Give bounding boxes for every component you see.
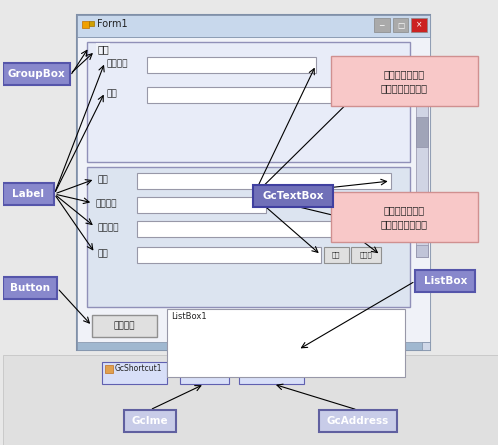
Bar	[374, 18, 389, 32]
Text: 郵便番号: 郵便番号	[95, 199, 117, 208]
Text: Form1: Form1	[97, 19, 127, 29]
Bar	[240, 362, 304, 384]
Text: ListBox1: ListBox1	[171, 312, 206, 321]
Bar	[253, 185, 333, 207]
Bar	[2, 355, 498, 445]
Bar	[137, 173, 390, 189]
Text: Label: Label	[12, 189, 44, 199]
Text: 名前: 名前	[97, 44, 109, 54]
Bar	[87, 42, 410, 162]
Bar	[331, 192, 478, 242]
Bar	[416, 87, 428, 99]
Bar	[324, 247, 349, 263]
Bar	[124, 410, 176, 432]
Text: Button: Button	[10, 283, 50, 293]
Text: フリガナ: フリガナ	[97, 223, 119, 232]
Bar	[137, 197, 266, 213]
Bar	[243, 365, 250, 373]
Text: 連続検索: 連続検索	[113, 321, 134, 331]
Text: クリア: クリア	[359, 252, 372, 258]
Bar	[415, 270, 475, 292]
Text: ─: ─	[379, 20, 384, 29]
Text: ×: ×	[416, 20, 423, 29]
Text: 転送: 転送	[332, 252, 340, 258]
Bar	[167, 309, 405, 377]
Bar	[147, 87, 356, 103]
Bar	[92, 315, 157, 337]
Text: GcShortcut1: GcShortcut1	[115, 364, 162, 373]
Text: サイドボタンを
１つ設定しておく: サイドボタンを １つ設定しておく	[381, 69, 428, 93]
Text: 住所: 住所	[97, 249, 108, 258]
Bar	[82, 21, 89, 28]
Text: GcIme: GcIme	[131, 416, 168, 426]
Text: サイドボタンを
２つ設定しておく: サイドボタンを ２つ設定しておく	[381, 205, 428, 229]
Bar	[105, 365, 113, 373]
Bar	[77, 15, 430, 37]
Text: ListBox: ListBox	[424, 276, 467, 286]
Text: GcAddress: GcAddress	[327, 416, 389, 426]
Bar	[87, 167, 410, 307]
Text: 住所: 住所	[97, 175, 108, 184]
Bar	[137, 221, 390, 237]
Bar	[147, 57, 316, 73]
Text: フリガナ: フリガナ	[107, 59, 128, 68]
Bar	[77, 37, 430, 350]
Bar	[89, 21, 94, 26]
Text: GcAddress1①: GcAddress1①	[252, 364, 304, 373]
Bar	[77, 342, 430, 350]
Bar	[102, 362, 167, 384]
Bar	[416, 117, 428, 147]
Bar	[392, 18, 408, 32]
Bar	[319, 410, 396, 432]
Bar	[137, 247, 321, 263]
Bar	[416, 245, 428, 257]
Bar	[180, 362, 230, 384]
Bar	[411, 18, 427, 32]
Text: □: □	[397, 20, 404, 29]
Bar	[422, 342, 430, 350]
Text: GroupBox: GroupBox	[7, 69, 65, 79]
Bar	[331, 56, 478, 106]
Bar	[2, 63, 70, 85]
Bar	[2, 183, 54, 205]
Bar	[416, 87, 428, 257]
Text: クリア: クリア	[368, 90, 381, 100]
Bar	[249, 344, 257, 350]
Text: GcTextBox: GcTextBox	[262, 191, 324, 201]
Bar	[77, 15, 430, 350]
Text: 氏名: 氏名	[107, 89, 118, 98]
Bar	[359, 87, 390, 103]
Text: IME GcIme1: IME GcIme1	[185, 364, 230, 373]
Bar	[351, 247, 380, 263]
Bar	[2, 277, 57, 299]
